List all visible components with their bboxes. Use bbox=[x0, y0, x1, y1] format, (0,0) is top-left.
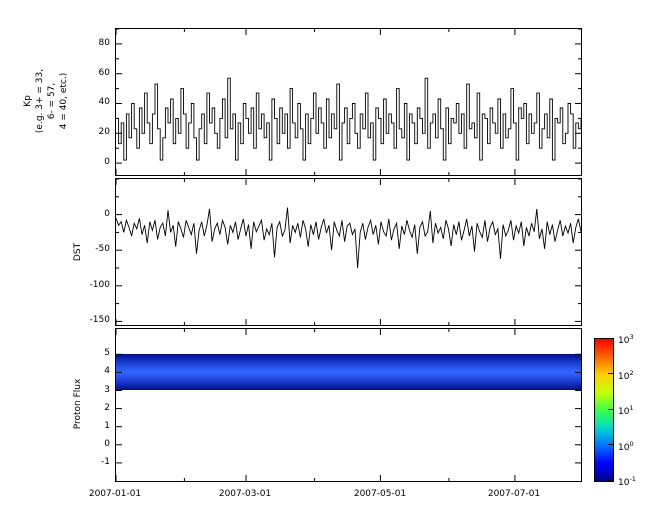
y-tick-label: 40 bbox=[98, 97, 110, 108]
colorbar-tick-label: 102 bbox=[618, 368, 634, 382]
colorbar-tick-mark bbox=[608, 337, 613, 339]
kp-axis-label-line: 6- = 57, bbox=[47, 82, 57, 120]
dst-line-plot bbox=[116, 179, 581, 325]
y-tick-label: 60 bbox=[98, 67, 110, 78]
colorbar-tick-mark bbox=[608, 408, 613, 410]
x-tick-label: 2007-07-01 bbox=[487, 489, 541, 499]
x-tick-label: 2007-01-01 bbox=[88, 489, 142, 499]
y-tick-label: -50 bbox=[95, 244, 110, 255]
kp-line-plot bbox=[116, 29, 581, 175]
colorbar-tick-label: 103 bbox=[618, 333, 634, 346]
proton-flux-panel bbox=[115, 328, 582, 482]
y-tick-label: 1 bbox=[104, 420, 110, 431]
y-tick-label: 0 bbox=[104, 208, 110, 219]
y-tick-label: 2 bbox=[104, 402, 110, 413]
y-tick-label: 0 bbox=[104, 438, 110, 449]
colorbar-tick-mark bbox=[608, 373, 613, 374]
x-tick-label: 2007-05-01 bbox=[353, 489, 407, 499]
dst-panel bbox=[115, 178, 582, 326]
proton-flux-plot bbox=[116, 329, 581, 481]
colorbar-tick-mark bbox=[608, 479, 613, 481]
colorbar-tick-mark bbox=[608, 444, 613, 445]
x-tick-label: 2007-03-01 bbox=[218, 489, 272, 499]
colorbar-tick-label: 100 bbox=[618, 439, 634, 453]
y-tick-label: -100 bbox=[89, 279, 110, 290]
y-tick-label: 4 bbox=[104, 366, 110, 377]
y-tick-label: -150 bbox=[89, 315, 110, 326]
colorbar-tick-label: 10-1 bbox=[618, 475, 636, 488]
y-tick-label: 80 bbox=[98, 37, 110, 48]
kp-axis-label: Kp (e.g. 3+ = 33, 6- = 57, 4 = 40, etc.) bbox=[18, 26, 74, 176]
y-tick-label: 0 bbox=[104, 157, 110, 168]
proton-flux-band bbox=[116, 354, 581, 391]
colorbar-tick-label: 101 bbox=[618, 404, 634, 417]
y-tick-label: 5 bbox=[104, 348, 110, 359]
colorbar bbox=[594, 338, 614, 482]
y-tick-label: 20 bbox=[98, 127, 110, 138]
kp-axis-label-line: Kp bbox=[23, 95, 33, 107]
kp-axis-label-line: (e.g. 3+ = 33, bbox=[35, 68, 45, 134]
y-tick-label: -1 bbox=[101, 456, 110, 467]
y-tick-label: 3 bbox=[104, 384, 110, 395]
kp-panel bbox=[115, 28, 582, 176]
